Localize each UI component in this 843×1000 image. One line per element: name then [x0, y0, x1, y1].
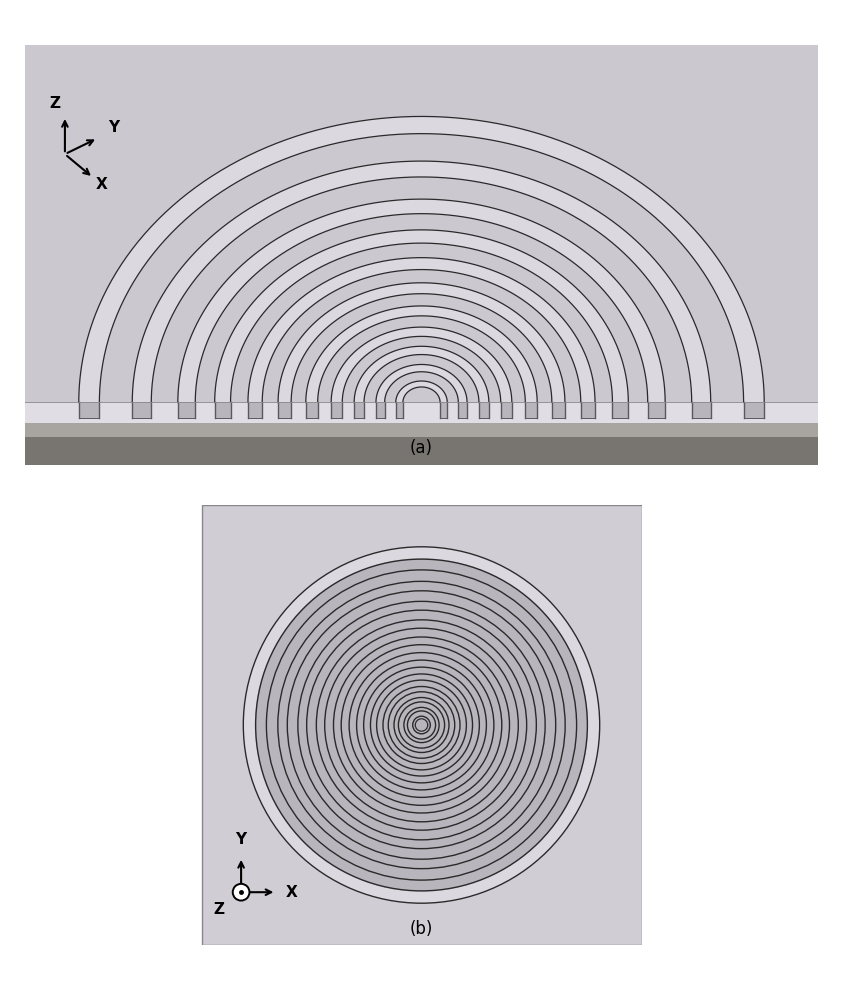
Text: (a): (a) — [410, 439, 433, 457]
Circle shape — [383, 686, 460, 764]
Circle shape — [341, 645, 502, 805]
Polygon shape — [132, 161, 711, 402]
Circle shape — [307, 610, 536, 840]
Polygon shape — [376, 364, 467, 402]
Bar — [25, 402, 818, 423]
Text: Y: Y — [108, 120, 119, 135]
Circle shape — [389, 692, 454, 758]
Bar — [248, 402, 262, 418]
Circle shape — [394, 698, 449, 752]
Polygon shape — [248, 258, 595, 402]
Circle shape — [416, 719, 427, 731]
Bar — [132, 402, 151, 418]
Circle shape — [370, 674, 473, 776]
Circle shape — [349, 653, 494, 797]
Bar — [581, 402, 595, 418]
Polygon shape — [331, 327, 512, 402]
Circle shape — [278, 581, 565, 869]
Polygon shape — [395, 381, 448, 402]
Text: Z: Z — [50, 96, 61, 111]
Bar — [613, 402, 628, 418]
Circle shape — [334, 637, 509, 813]
Bar — [459, 402, 467, 418]
Circle shape — [255, 559, 588, 891]
Circle shape — [266, 570, 577, 880]
Bar — [376, 402, 384, 418]
Bar — [395, 402, 403, 418]
Bar — [501, 402, 512, 418]
Circle shape — [287, 591, 556, 859]
Circle shape — [416, 719, 427, 731]
Circle shape — [407, 711, 436, 739]
Circle shape — [377, 680, 466, 770]
Circle shape — [298, 601, 545, 849]
Bar — [354, 402, 364, 418]
Bar — [25, 423, 818, 437]
Bar — [647, 402, 665, 418]
Bar — [692, 402, 711, 418]
Bar — [744, 402, 765, 418]
Bar — [306, 402, 318, 418]
Bar — [552, 402, 565, 418]
Circle shape — [357, 660, 486, 790]
Circle shape — [325, 628, 518, 822]
Circle shape — [363, 667, 480, 783]
Circle shape — [244, 547, 599, 903]
Bar — [178, 402, 196, 418]
Polygon shape — [78, 116, 765, 402]
Text: X: X — [286, 885, 298, 900]
Bar — [525, 402, 537, 418]
Bar — [479, 402, 489, 418]
Polygon shape — [306, 306, 537, 402]
Circle shape — [399, 702, 444, 748]
Bar — [78, 402, 99, 418]
Polygon shape — [354, 346, 489, 402]
Text: Y: Y — [235, 832, 247, 847]
Text: Z: Z — [213, 902, 224, 917]
Circle shape — [413, 716, 430, 734]
Text: (b): (b) — [410, 920, 433, 938]
Polygon shape — [178, 199, 665, 402]
Circle shape — [316, 620, 527, 830]
Bar — [440, 402, 448, 418]
Circle shape — [404, 707, 439, 743]
Polygon shape — [215, 230, 628, 402]
Bar — [25, 437, 818, 465]
Text: X: X — [95, 177, 107, 192]
Bar — [278, 402, 291, 418]
Bar — [331, 402, 342, 418]
Bar — [215, 402, 230, 418]
Circle shape — [233, 884, 250, 901]
Polygon shape — [278, 283, 565, 402]
